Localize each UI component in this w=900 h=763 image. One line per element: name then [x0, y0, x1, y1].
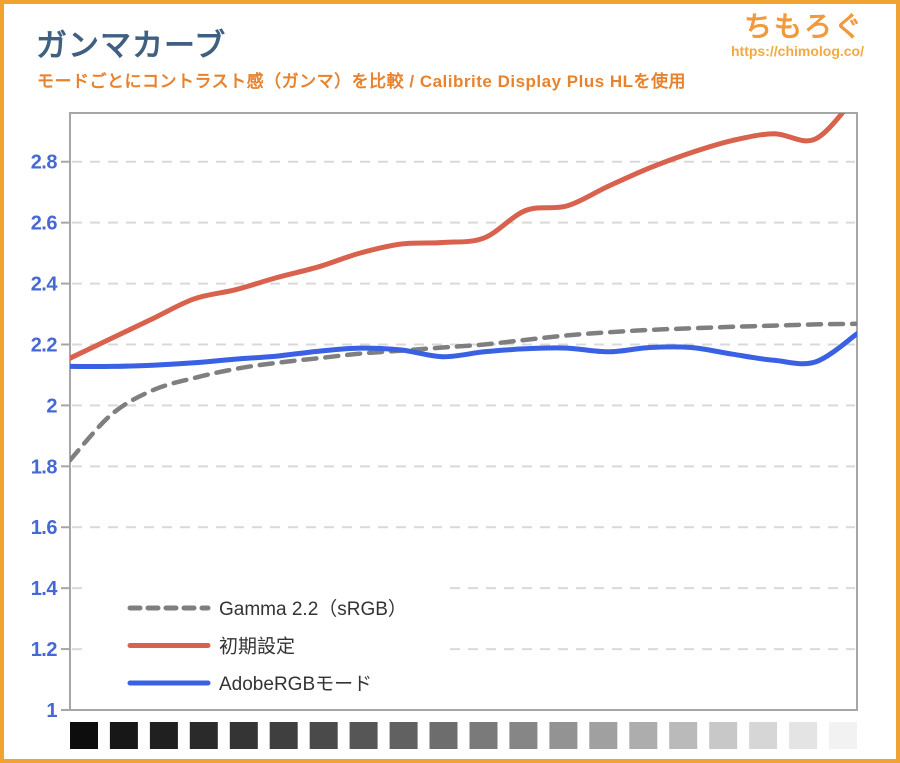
series-line-2 [70, 331, 857, 369]
y-axis-tick-label: 1 [46, 700, 57, 722]
grayscale-swatch-8 [389, 722, 418, 749]
grayscale-swatch-14 [629, 722, 658, 749]
grayscale-swatch-19 [829, 722, 857, 749]
plot-border [69, 112, 858, 711]
y-axis-tick-label: 2.8 [31, 152, 58, 174]
legend-label-0: Gamma 2.2（sRGB） [219, 598, 407, 620]
grayscale-swatch-5 [269, 722, 298, 749]
grayscale-swatch-17 [749, 722, 778, 749]
grayscale-swatch-11 [509, 722, 538, 749]
site-logo-url: https://chimolog.co/ [731, 42, 864, 59]
grayscale-swatch-9 [429, 722, 458, 749]
grayscale-swatch-15 [669, 722, 698, 749]
site-logo-text: ちもろぐ [743, 11, 864, 42]
y-axis-tick-label: 1.8 [31, 456, 58, 478]
grayscale-swatch-7 [349, 722, 378, 749]
page-subtitle: モードごとにコントラスト感（ガンマ）を比較 / Calibrite Displa… [37, 72, 687, 91]
grayscale-swatch-18 [789, 722, 818, 749]
grayscale-swatch-10 [469, 722, 498, 749]
grayscale-swatch-16 [709, 722, 738, 749]
grayscale-swatch-2 [149, 722, 178, 749]
grayscale-swatch-1 [109, 722, 138, 749]
series-group [70, 113, 857, 463]
series-line-1 [70, 113, 846, 361]
grayscale-swatch-12 [549, 722, 578, 749]
y-axis-tick-label: 1.6 [31, 517, 58, 539]
y-axis-tick-label: 1.2 [31, 639, 58, 661]
y-axis-tick-label: 2 [46, 395, 57, 417]
legend-label-2: AdobeRGBモード [219, 674, 372, 695]
page-title: ガンマカーブ [36, 28, 227, 63]
y-axis-tick-label: 2.4 [31, 274, 59, 296]
grayscale-swatch-4 [229, 722, 258, 749]
series-line-0 [70, 321, 857, 463]
grayscale-swatch-3 [189, 722, 218, 749]
grayscale-swatch-6 [309, 722, 338, 749]
site-logo: ちもろぐ https://chimolog.co/ [731, 11, 864, 59]
grayscale-swatch-0 [70, 722, 98, 749]
legend-label-1: 初期設定 [219, 636, 295, 658]
y-axis-tick-label: 1.4 [31, 578, 59, 600]
y-axis-tick-label: 2.6 [31, 213, 58, 235]
grayscale-swatch-13 [589, 722, 618, 749]
y-axis-tick-label: 2.2 [31, 334, 58, 356]
